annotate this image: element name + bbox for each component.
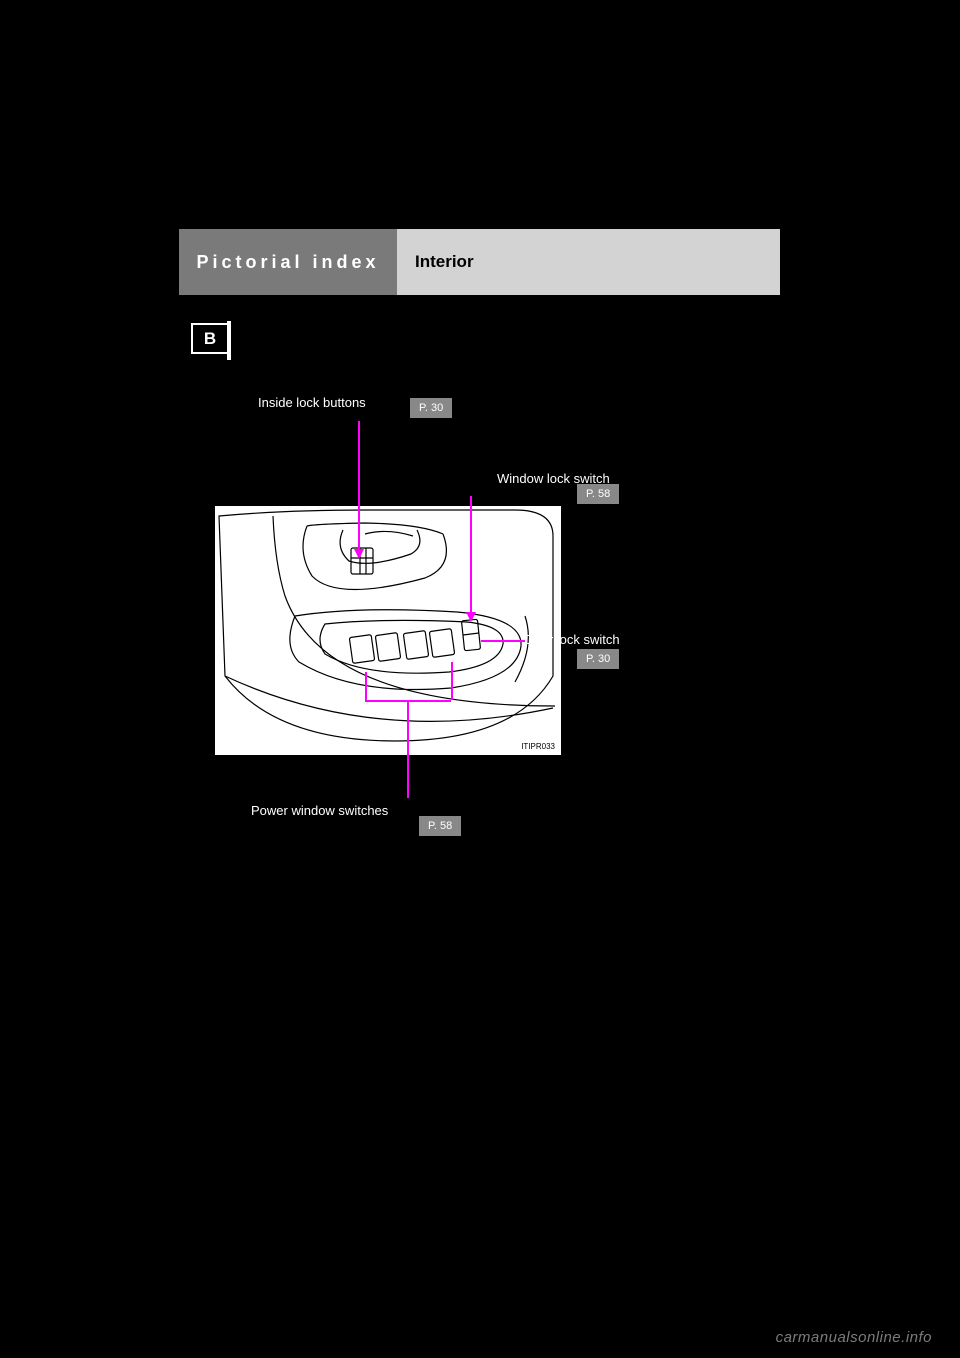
type-badge: B: [191, 323, 229, 354]
label-inside-lock-buttons: Inside lock buttons: [258, 395, 366, 410]
pointer-line: [365, 672, 367, 700]
pointer-line: [451, 662, 453, 700]
pointer-line: [481, 640, 525, 642]
pointer-line: [407, 700, 409, 798]
diagram-code: ITIPR033: [521, 742, 555, 751]
label-door-lock-switch: Door lock switch: [525, 632, 620, 647]
pointer-line: [470, 496, 472, 614]
page-ref-inside-lock-buttons: P. 30: [410, 398, 452, 418]
door-panel-diagram: ITIPR033: [215, 506, 561, 755]
footer-watermark: carmanualsonline.info: [0, 1329, 960, 1346]
pointer-arrow: [466, 612, 476, 622]
page-ref-door-lock-switch: P. 30: [577, 649, 619, 669]
page-ref-window-lock-switch: P. 58: [577, 484, 619, 504]
pointer-line: [358, 421, 360, 551]
page-ref-power-window-switches: P. 58: [419, 816, 461, 836]
header-bar: Pictorial index Interior: [179, 229, 780, 295]
pointer-arrow: [354, 549, 364, 559]
pictorial-index-title: Pictorial index: [179, 229, 397, 295]
label-power-window-switches: Power window switches: [251, 803, 388, 818]
section-title: Interior: [397, 229, 780, 295]
